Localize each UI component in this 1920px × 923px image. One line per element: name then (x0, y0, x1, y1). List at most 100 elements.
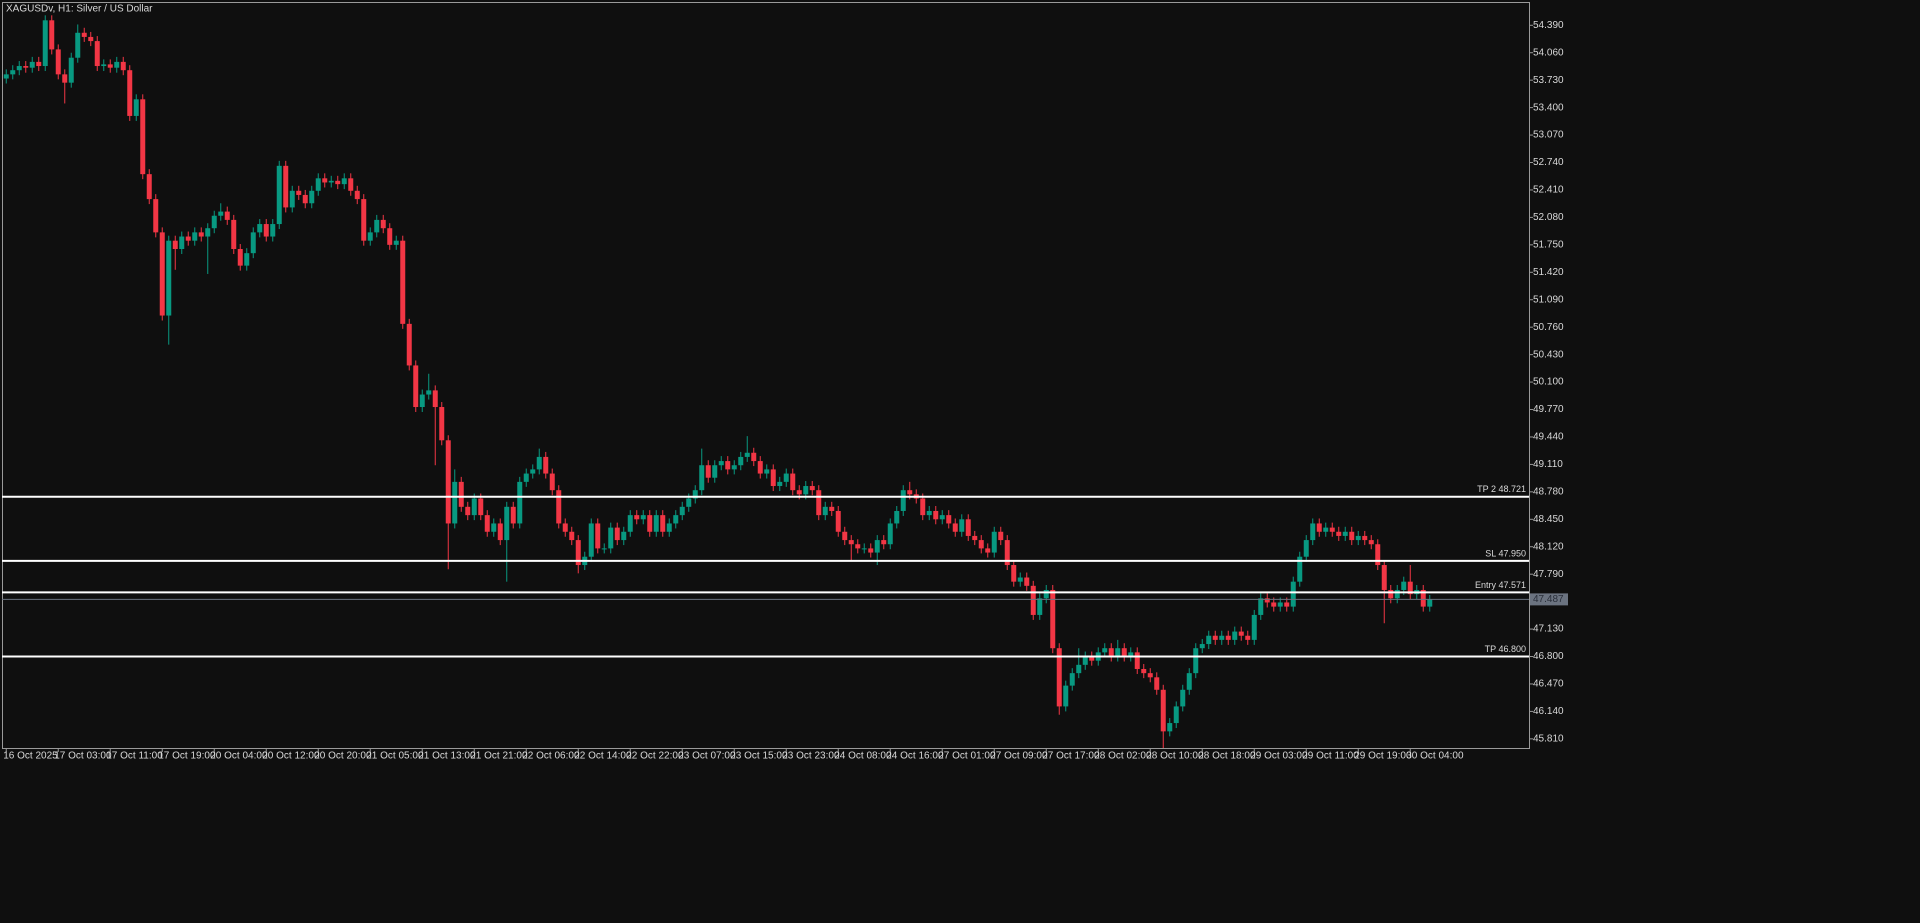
candle-body (731, 465, 737, 470)
candle-body (556, 490, 562, 524)
candle-body (465, 506, 471, 516)
candle-body (991, 531, 997, 553)
candle-body (16, 66, 22, 71)
y-tick-label: 46.800 (1533, 651, 1564, 662)
y-tick-label: 50.100 (1533, 377, 1564, 388)
candle-body (55, 49, 61, 75)
candle-body (1271, 602, 1277, 607)
candle-body (146, 174, 152, 200)
candle-body (757, 461, 763, 474)
candle-body (946, 515, 952, 524)
candle-body (322, 178, 328, 183)
candle-body (250, 232, 256, 254)
candle-body (231, 219, 237, 250)
candle-body (796, 490, 802, 495)
level-label: TP 2 48.721 (1477, 484, 1526, 494)
x-tick-label: 28 Oct 10:00 (1146, 751, 1204, 762)
candle-body (218, 211, 224, 216)
candle-body (543, 456, 549, 474)
candle-body (1264, 598, 1270, 603)
candle-body (1030, 585, 1036, 615)
candle-body (562, 523, 568, 532)
candle-body (406, 323, 412, 366)
candle-body (140, 99, 146, 175)
candle-body (790, 473, 796, 491)
candle-body (1368, 540, 1374, 545)
candle-body (400, 240, 406, 324)
candle-body (881, 540, 887, 545)
y-tick-label: 51.750 (1533, 239, 1564, 250)
candle-body (848, 540, 854, 545)
candle-body (530, 469, 536, 474)
y-tick-label: 54.060 (1533, 47, 1564, 58)
candle-body (517, 481, 523, 524)
candle-body (523, 473, 529, 482)
candle-body (816, 490, 822, 516)
candle-body (29, 61, 35, 68)
y-tick-label: 47.790 (1533, 569, 1564, 580)
candle-body (3, 74, 9, 79)
candle-body (1277, 602, 1283, 607)
candle-body (1381, 565, 1387, 590)
y-tick-label: 48.120 (1533, 541, 1564, 552)
x-tick-label: 22 Oct 14:00 (574, 751, 632, 762)
candle-body (439, 407, 445, 441)
candle-body (738, 456, 744, 466)
candle-body (198, 232, 204, 237)
candle-body (653, 515, 659, 532)
level-label: TP 46.800 (1485, 644, 1526, 654)
y-tick-label: 51.420 (1533, 267, 1564, 278)
candle-body (302, 194, 308, 204)
candle-body (315, 178, 321, 191)
candle-body (1284, 602, 1290, 607)
candle-body (1011, 565, 1017, 582)
candle-body (192, 232, 198, 241)
candle-body (49, 20, 55, 50)
candle-body (1147, 673, 1153, 678)
candle-body (237, 249, 243, 266)
candle-body (1349, 531, 1355, 541)
candle-body (1388, 589, 1394, 599)
y-tick-label: 53.400 (1533, 102, 1564, 113)
candle-body (88, 36, 94, 42)
x-tick-label: 27 Oct 01:00 (938, 751, 996, 762)
candle-body (952, 523, 958, 532)
candle-body (770, 469, 776, 487)
x-tick-label: 22 Oct 22:00 (626, 751, 684, 762)
candle-body (1219, 635, 1225, 640)
candle-body (900, 490, 906, 511)
candle-body (1069, 673, 1075, 686)
candle-body (10, 70, 16, 75)
candle-body (712, 465, 718, 478)
candle-body (211, 215, 217, 229)
candle-body (94, 41, 100, 67)
y-tick-label: 54.390 (1533, 20, 1564, 31)
candle-body (36, 61, 42, 67)
candle-body (484, 515, 490, 532)
candle-body (822, 506, 828, 516)
x-tick-label: 20 Oct 20:00 (314, 751, 372, 762)
candle-body (23, 66, 29, 68)
candle-body (1115, 648, 1121, 657)
y-tick-label: 52.410 (1533, 185, 1564, 196)
candle-body (1141, 668, 1147, 674)
candle-body (926, 510, 932, 516)
candle-body (907, 490, 913, 495)
candle-body (861, 548, 867, 550)
candle-body (101, 64, 107, 67)
candle-body (868, 548, 874, 553)
candle-body (699, 465, 705, 491)
candle-body (153, 199, 159, 233)
y-tick-label: 49.440 (1533, 432, 1564, 443)
candle-body (452, 481, 458, 524)
x-tick-label: 24 Oct 16:00 (886, 751, 944, 762)
candle-body (283, 165, 289, 208)
candle-body (1056, 648, 1062, 707)
candle-body (1212, 635, 1218, 640)
candle-body (1128, 652, 1134, 657)
candle-body (686, 498, 692, 507)
plot-frame (2, 2, 1530, 749)
candle-body (497, 523, 503, 541)
candle-body (1303, 540, 1309, 557)
